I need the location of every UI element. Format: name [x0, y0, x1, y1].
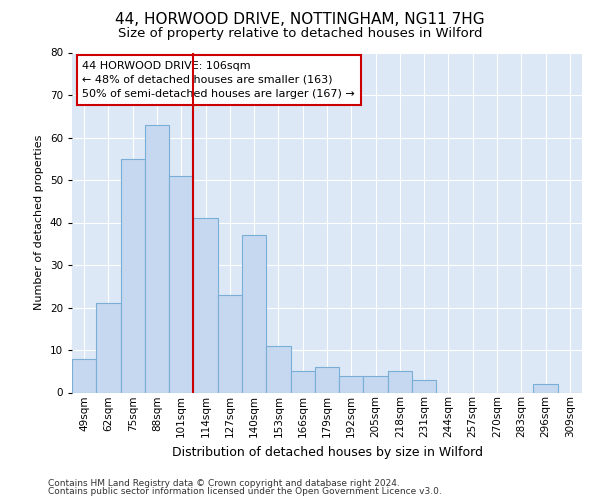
Bar: [193, 218, 218, 392]
Bar: [145, 124, 169, 392]
X-axis label: Distribution of detached houses by size in Wilford: Distribution of detached houses by size …: [172, 446, 482, 458]
Bar: [533, 384, 558, 392]
Bar: [388, 371, 412, 392]
Bar: [412, 380, 436, 392]
Text: Size of property relative to detached houses in Wilford: Size of property relative to detached ho…: [118, 28, 482, 40]
Bar: [364, 376, 388, 392]
Text: Contains public sector information licensed under the Open Government Licence v3: Contains public sector information licen…: [48, 487, 442, 496]
Y-axis label: Number of detached properties: Number of detached properties: [34, 135, 44, 310]
Bar: [169, 176, 193, 392]
Text: 44, HORWOOD DRIVE, NOTTINGHAM, NG11 7HG: 44, HORWOOD DRIVE, NOTTINGHAM, NG11 7HG: [115, 12, 485, 28]
Bar: [339, 376, 364, 392]
Bar: [290, 371, 315, 392]
Bar: [266, 346, 290, 393]
Bar: [72, 358, 96, 392]
Bar: [315, 367, 339, 392]
Bar: [96, 303, 121, 392]
Text: Contains HM Land Registry data © Crown copyright and database right 2024.: Contains HM Land Registry data © Crown c…: [48, 478, 400, 488]
Bar: [121, 159, 145, 392]
Bar: [242, 236, 266, 392]
Text: 44 HORWOOD DRIVE: 106sqm
← 48% of detached houses are smaller (163)
50% of semi-: 44 HORWOOD DRIVE: 106sqm ← 48% of detach…: [82, 61, 355, 99]
Bar: [218, 294, 242, 392]
